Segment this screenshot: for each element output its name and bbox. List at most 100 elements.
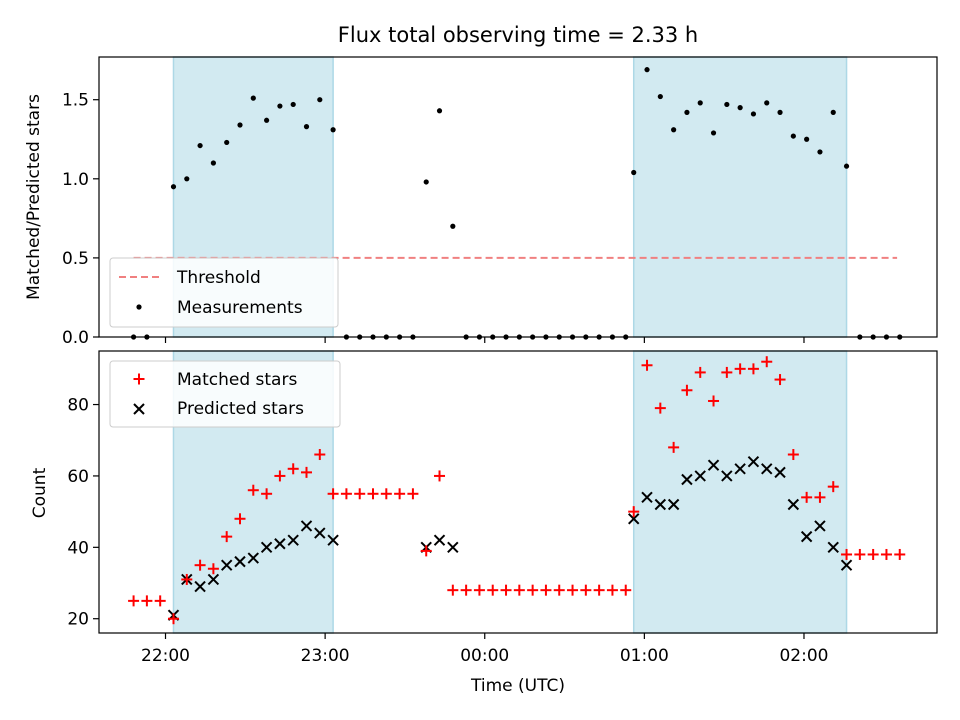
matched-point (854, 548, 866, 560)
matched-point (500, 584, 512, 596)
predicted-point (641, 491, 653, 504)
count-y-axis-label: Count (30, 467, 50, 518)
x-stroke (327, 534, 339, 546)
measurement-point (184, 176, 190, 182)
x-stroke (247, 552, 260, 564)
threshold-legend-label: Threshold (176, 268, 261, 288)
ratio-y-axis-label: Matched/Predicted stars (24, 94, 44, 300)
matched-point (367, 488, 379, 500)
x-stroke (800, 530, 813, 543)
ratio-panel: 0.0 0.5 1.0 1.5 Matched/Predicted stars Thr… (24, 56, 938, 348)
measurement-point (764, 100, 770, 106)
matched-point (447, 584, 459, 596)
x-axis-label: Time (UTC) (470, 676, 565, 696)
predicted-point (207, 573, 220, 586)
x-stroke (721, 470, 733, 482)
matched-point (841, 548, 853, 560)
ratio-y-tick-label: 0.5 (62, 249, 89, 269)
matched-point (880, 548, 892, 560)
ratio-y-tick-label: 0.0 (62, 328, 89, 348)
ratio-panel-frame (98, 56, 938, 338)
x-tick-label: 23:00 (301, 646, 350, 666)
matched-point (681, 384, 693, 396)
count-y-tick-label: 20 (67, 610, 89, 630)
x-stroke (707, 459, 720, 471)
predicted-legend-marker (133, 403, 145, 415)
x-tick-label: 01:00 (620, 646, 669, 666)
predicted-point (694, 470, 706, 482)
x-stroke (840, 559, 853, 571)
matched-point (814, 491, 826, 503)
count-y-tick-label: 80 (67, 396, 89, 416)
predicted-point (628, 513, 640, 525)
predicted-point (800, 530, 813, 543)
predicted-point (194, 580, 206, 593)
predicted-point (840, 559, 853, 571)
measurement-point (830, 109, 836, 115)
matched-point (407, 488, 419, 500)
predicted-point (707, 459, 720, 471)
ratio-y-tick-label: 1.0 (62, 170, 89, 190)
matched-point (567, 584, 579, 596)
ratio-shaded-region (632, 56, 848, 338)
x-stroke (220, 559, 233, 571)
ratio-legend: Threshold Measurements (109, 257, 339, 328)
matched-legend-marker (133, 373, 145, 385)
matched-point (747, 363, 759, 375)
matched-point (827, 481, 839, 493)
matched-point (527, 584, 539, 596)
x-stroke (447, 541, 459, 554)
measurement-point (790, 133, 796, 139)
matched-point (128, 595, 140, 607)
matched-point (734, 363, 746, 375)
matched-point (327, 488, 339, 500)
matched-point (207, 563, 219, 575)
measurement-point (303, 124, 310, 130)
predicted-point (274, 538, 286, 550)
matched-point (340, 488, 352, 500)
matched-point (354, 488, 366, 500)
matched-point (628, 506, 640, 518)
predicted-point (234, 555, 246, 568)
matched-point (553, 584, 565, 596)
matched-point (540, 584, 552, 596)
count-legend-box (109, 360, 341, 428)
matched-point (593, 584, 605, 596)
x-stroke (654, 498, 667, 511)
measurement-point (290, 101, 296, 108)
predicted-point (721, 470, 733, 482)
predicted-legend-label: Predicted stars (177, 399, 304, 419)
matched-point (380, 488, 392, 500)
x-stroke (694, 470, 706, 482)
measurement-point (237, 122, 243, 128)
matched-point (434, 470, 446, 482)
x-stroke (734, 463, 746, 475)
count-y-tick-label: 40 (67, 538, 89, 558)
measurement-point (804, 136, 810, 142)
measurements-legend-handle (136, 304, 142, 310)
predicted-point (681, 473, 693, 486)
count-panel-frame (98, 350, 938, 634)
matched-point (606, 584, 618, 596)
x-stroke (300, 520, 313, 532)
measurement-point (817, 149, 823, 155)
predicted-point (327, 534, 339, 546)
x-stroke (814, 520, 826, 532)
x-stroke (761, 463, 773, 475)
matched-point (301, 466, 313, 478)
matched-point (513, 584, 525, 596)
x-stroke (194, 580, 206, 593)
matched-point (787, 449, 799, 461)
figure-title: Flux total observing time = 2.33 h (338, 23, 698, 47)
measurement-point (750, 111, 757, 117)
measurement-point (170, 184, 177, 190)
matched-point (154, 595, 166, 607)
measurement-point (224, 139, 230, 146)
x-stroke (287, 534, 299, 546)
predicted-point (433, 534, 446, 546)
predicted-point (654, 498, 667, 511)
matched-point (194, 559, 206, 571)
measurement-point (737, 105, 743, 111)
ratio-legend-box (109, 257, 339, 328)
x-stroke (827, 541, 839, 554)
